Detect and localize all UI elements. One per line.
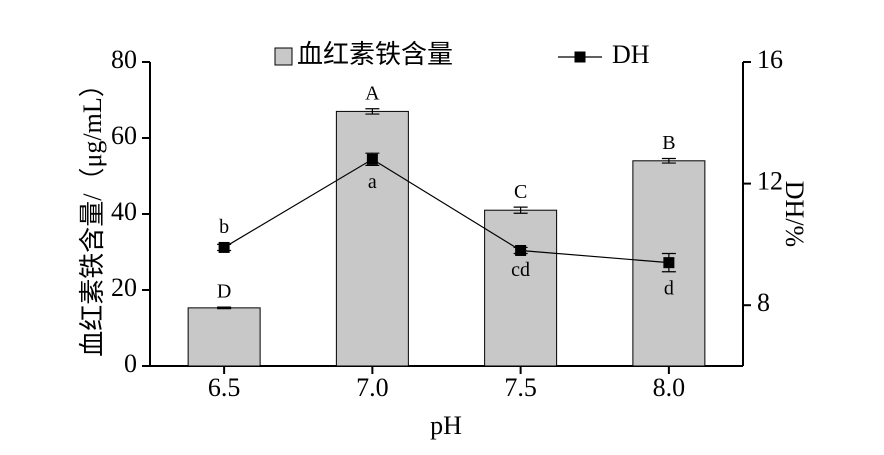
x-tick-label: 8.0 <box>653 373 686 402</box>
point-annotation: d <box>664 277 674 299</box>
error-bar <box>661 157 676 164</box>
x-tick-label: 7.0 <box>356 373 389 402</box>
point <box>663 257 675 269</box>
y-tick-label: 40 <box>111 197 137 226</box>
point <box>366 153 378 165</box>
bar-annotation: B <box>662 132 675 154</box>
point-annotation: b <box>219 216 229 238</box>
point <box>515 244 527 256</box>
point <box>218 241 230 253</box>
y2-tick-label: 12 <box>757 167 783 196</box>
error-bar <box>513 206 528 214</box>
bar <box>187 307 261 367</box>
bar-annotation: C <box>514 181 527 203</box>
y2-tick-label: 8 <box>757 288 770 317</box>
error-bar <box>365 108 380 115</box>
x-tick-label: 7.5 <box>504 373 537 402</box>
y-tick-label: 60 <box>111 121 137 150</box>
legend-swatch <box>274 47 293 66</box>
error-bar <box>217 306 232 310</box>
bar <box>484 209 558 367</box>
point-annotation: cd <box>511 259 530 281</box>
y-tick-label: 20 <box>111 273 137 302</box>
y2-axis-label: DH/% <box>780 181 809 247</box>
y-axis-label: 血红素铁含量/（μg/mL） <box>78 71 107 357</box>
legend-label: 血红素铁含量 <box>297 40 453 69</box>
x-axis-label: pH <box>430 411 462 440</box>
legend-marker <box>574 51 586 63</box>
legend-label: DH <box>612 40 650 69</box>
y2-tick-label: 16 <box>757 45 783 74</box>
bar-annotation: D <box>217 281 231 303</box>
x-tick-label: 6.5 <box>208 373 241 402</box>
y-tick-label: 80 <box>111 45 137 74</box>
point-annotation: a <box>368 171 377 193</box>
bar <box>335 110 409 367</box>
bar-annotation: A <box>365 82 380 104</box>
y-tick-label: 0 <box>124 349 137 378</box>
line <box>223 158 669 264</box>
